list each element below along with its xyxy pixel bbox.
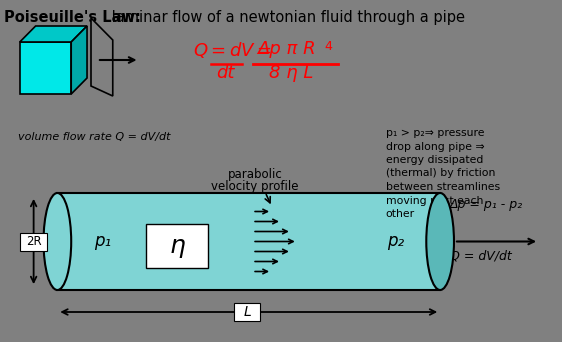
Polygon shape	[20, 42, 71, 94]
Bar	[57, 193, 440, 290]
Text: volume flow rate Q = dV/dt: volume flow rate Q = dV/dt	[18, 132, 170, 142]
Text: (thermal) by friction: (thermal) by friction	[386, 169, 495, 179]
Polygon shape	[20, 26, 87, 42]
Ellipse shape	[427, 193, 454, 290]
Text: velocity profile: velocity profile	[211, 180, 299, 193]
Text: energy dissipated: energy dissipated	[386, 155, 483, 165]
Text: L: L	[243, 305, 251, 319]
Text: Poiseuille's Law:: Poiseuille's Law:	[4, 10, 141, 25]
Text: 8 η L: 8 η L	[269, 64, 314, 82]
Text: p₁ > p₂⇒ pressure: p₁ > p₂⇒ pressure	[386, 128, 484, 138]
Text: $Q = \mathregular{dV} =$: $Q = \mathregular{dV} =$	[193, 40, 271, 60]
Text: Q = dV/dt: Q = dV/dt	[450, 250, 512, 263]
Bar	[234, 303, 260, 321]
Polygon shape	[71, 26, 87, 94]
Text: between streamlines: between streamlines	[386, 182, 500, 192]
Text: Δp = p₁ - p₂: Δp = p₁ - p₂	[450, 198, 523, 211]
Text: dt: dt	[216, 64, 235, 82]
Text: moving past each: moving past each	[386, 196, 483, 206]
Text: 2R: 2R	[26, 235, 42, 248]
Text: Δp π R: Δp π R	[257, 40, 316, 58]
Bar	[20, 233, 47, 250]
Text: drop along pipe ⇒: drop along pipe ⇒	[386, 142, 484, 152]
Text: other: other	[386, 209, 415, 219]
Text: parabolic: parabolic	[228, 168, 283, 181]
Bar	[146, 224, 208, 268]
Ellipse shape	[43, 193, 71, 290]
Text: p₂: p₂	[387, 233, 404, 250]
Polygon shape	[91, 18, 113, 96]
Text: laminar flow of a newtonian fluid through a pipe: laminar flow of a newtonian fluid throug…	[107, 10, 465, 25]
Text: 4: 4	[324, 40, 332, 53]
Text: p₁: p₁	[94, 233, 111, 250]
Text: η: η	[169, 234, 185, 258]
